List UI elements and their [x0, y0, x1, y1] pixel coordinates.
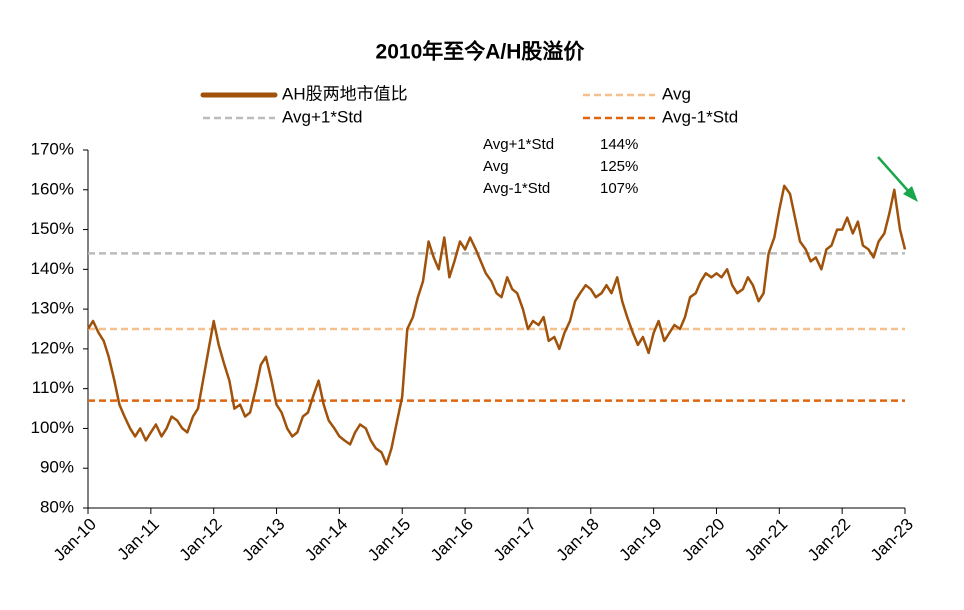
y-tick-label: 130% [31, 299, 74, 318]
annotation-value: 107% [600, 180, 638, 197]
x-tick-label: Jan-16 [427, 515, 477, 565]
legend-label: Avg-1*Std [662, 107, 738, 126]
x-tick-label: Jan-21 [741, 515, 791, 565]
annotation-label: Avg-1*Std [483, 180, 550, 197]
y-tick-label: 140% [31, 259, 74, 278]
x-tick-label: Jan-11 [114, 515, 163, 564]
annotation-label: Avg+1*Std [483, 136, 554, 153]
y-tick-label: 90% [40, 458, 74, 477]
y-tick-label: 110% [32, 378, 74, 397]
x-tick-label: Jan-17 [490, 515, 540, 565]
x-tick-label: Jan-12 [175, 515, 225, 565]
chart-title: 2010年至今A/H股溢价 [376, 40, 586, 64]
y-tick-label: 120% [31, 338, 74, 357]
series-line [86, 184, 907, 466]
legend-label: Avg [662, 84, 691, 103]
trend-arrow [877, 156, 918, 202]
x-tick-label: Jan-13 [238, 515, 288, 565]
annotation-value: 125% [600, 158, 638, 175]
x-tick-label: Jan-15 [364, 515, 414, 565]
x-tick-label: Jan-22 [804, 515, 854, 565]
y-tick-label: 80% [40, 497, 74, 516]
y-tick-label: 150% [31, 219, 74, 238]
y-tick-label: 170% [31, 139, 74, 158]
y-tick-label: 100% [31, 418, 74, 437]
x-tick-label: Jan-23 [867, 515, 917, 565]
annotation-label: Avg [483, 158, 509, 175]
x-tick-label: Jan-10 [50, 515, 100, 565]
x-tick-label: Jan-14 [301, 515, 351, 565]
annotation-value: 144% [600, 136, 638, 153]
legend-label: AH股两地市值比 [282, 84, 408, 103]
x-tick-label: Jan-20 [678, 515, 728, 565]
y-tick-label: 160% [31, 179, 74, 198]
x-tick-label: Jan-18 [553, 515, 603, 565]
legend-label: Avg+1*Std [282, 107, 363, 126]
x-tick-label: Jan-19 [615, 515, 665, 565]
